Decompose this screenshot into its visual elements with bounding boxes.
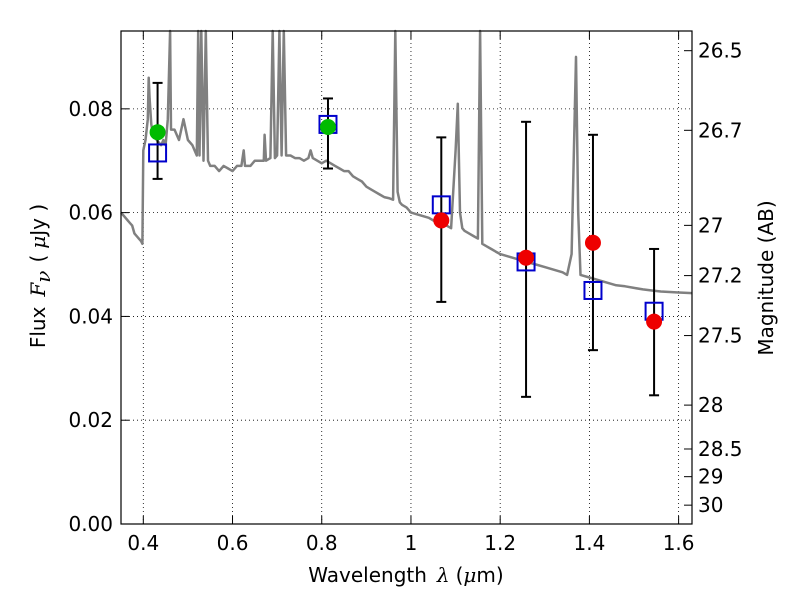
model-photometry-layer	[148, 114, 664, 321]
y-tick-label: 0.06	[68, 201, 113, 225]
axes-frame	[120, 30, 693, 525]
observed-nir-point	[584, 234, 601, 251]
x-tick-label: 1	[405, 531, 418, 555]
observed-nir-point	[646, 313, 663, 330]
y2-tick-label: 26.7	[698, 118, 743, 142]
y2-tick-label: 28.5	[698, 437, 743, 461]
y2-tick-label: 29	[698, 465, 723, 489]
x-tick-label: 1.2	[484, 531, 516, 555]
y2-tick-label: 28	[698, 393, 723, 417]
y2-tick-label: 30	[698, 493, 723, 517]
observed-nir-point	[433, 212, 450, 229]
observed-photometry-layer	[149, 119, 663, 330]
x-axis-ticks: 0.4 0.6 0.8 1 1.2 1.4 1.6	[127, 31, 695, 555]
model-photometry-square	[148, 143, 168, 163]
y-tick-label: 0.04	[68, 304, 113, 328]
error-bars-layer	[152, 81, 660, 398]
x-tick-label: 1.6	[663, 531, 695, 555]
y2-tick-label: 26.5	[698, 39, 743, 63]
model-photometry-square	[583, 280, 603, 300]
y-axis-label: FluxFν(μJy )	[26, 204, 55, 348]
y2-tick-label: 27	[698, 213, 723, 237]
x-tick-label: 0.6	[217, 531, 249, 555]
y-tick-label: 0.00	[68, 512, 113, 536]
observed-optical-point	[319, 119, 336, 136]
y2-tick-label: 27.2	[698, 264, 743, 288]
observed-optical-point	[149, 124, 166, 141]
y2-tick-label: 27.5	[698, 324, 743, 348]
y2-axis-ticks: 26.5 26.7 27 27.2 27.5 28 28.5 29 30	[684, 39, 743, 517]
model-spectrum-layer	[120, 29, 693, 295]
x-axis-label: Wavelength λ (μm)	[308, 563, 503, 587]
y-tick-label: 0.08	[68, 97, 113, 121]
x-tick-label: 0.8	[306, 531, 338, 555]
model-spectrum-line	[120, 29, 693, 295]
x-tick-label: 0.4	[127, 531, 159, 555]
x-tick-label: 1.4	[573, 531, 605, 555]
plot-frame	[120, 30, 693, 525]
observed-nir-point	[518, 249, 535, 266]
y-tick-label: 0.02	[68, 408, 113, 432]
y-axis-ticks: 0.00 0.02 0.04 0.06 0.08	[68, 97, 129, 536]
y2-axis-label: Magnitude (AB)	[754, 200, 778, 355]
